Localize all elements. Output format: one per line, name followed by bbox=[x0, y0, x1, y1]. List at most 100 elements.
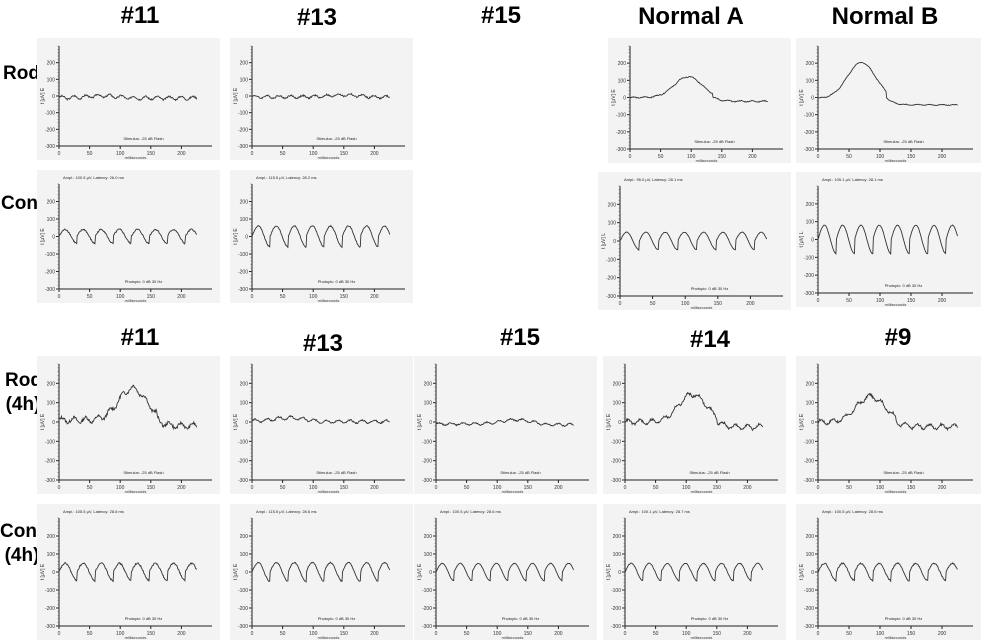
y-tick-label: -100 bbox=[611, 439, 621, 445]
x-axis-label: milliseconds bbox=[885, 489, 907, 494]
x-tick-label: 200 bbox=[743, 631, 752, 637]
column-title: #15 bbox=[480, 2, 522, 29]
x-tick-label: 200 bbox=[177, 485, 186, 491]
y-tick-label: -300 bbox=[606, 294, 616, 300]
panel-header: Ampl.: 105.5 μV, Latency: 28.6 ms bbox=[63, 509, 124, 514]
y-tick-label: 100 bbox=[240, 77, 249, 83]
y-tick-label: -100 bbox=[238, 588, 248, 594]
y-tick-label: -100 bbox=[611, 588, 621, 594]
y-tick-label: -300 bbox=[45, 287, 55, 293]
x-tick-label: 150 bbox=[714, 301, 723, 307]
y-axis-label: t [μV] E bbox=[417, 413, 423, 430]
y-tick-label: 100 bbox=[613, 552, 622, 558]
panel-footer: Photopic: 0 dB 30 Hz bbox=[318, 616, 356, 621]
x-tick-label: 200 bbox=[370, 485, 379, 491]
x-tick-label: 50 bbox=[846, 154, 852, 160]
x-tick-label: 100 bbox=[682, 631, 691, 637]
panel-header: Ampl.: 115.5 μV, Latency: 28.2 ms bbox=[256, 175, 317, 180]
x-tick-label: 200 bbox=[554, 485, 563, 491]
y-tick-label: -300 bbox=[804, 478, 814, 484]
x-tick-label: 100 bbox=[493, 485, 502, 491]
x-tick-label: 0 bbox=[435, 485, 438, 491]
y-tick-label: -200 bbox=[238, 270, 248, 276]
y-axis-label: t [μV] E bbox=[799, 563, 805, 580]
y-axis-label: t [μV] E bbox=[233, 413, 239, 430]
y-tick-label: -200 bbox=[804, 459, 814, 465]
y-tick-label: 100 bbox=[424, 552, 433, 558]
erg-trace bbox=[58, 228, 198, 245]
erg-trace bbox=[251, 415, 390, 425]
erg-trace bbox=[251, 92, 390, 101]
y-tick-label: -300 bbox=[45, 144, 55, 150]
y-tick-label: 0 bbox=[245, 235, 248, 241]
x-tick-label: 0 bbox=[624, 631, 627, 637]
panel-footer: Photopic: 0 dB 30 Hz bbox=[502, 616, 540, 621]
y-tick-label: 0 bbox=[429, 420, 432, 426]
y-tick-label: 100 bbox=[47, 217, 56, 223]
erg-trace bbox=[251, 224, 391, 249]
erg-trace bbox=[624, 391, 764, 432]
x-tick-label: 200 bbox=[554, 631, 563, 637]
y-tick-label: 200 bbox=[47, 61, 56, 67]
x-tick-label: 150 bbox=[907, 485, 916, 491]
x-tick-label: 50 bbox=[658, 154, 664, 160]
x-tick-label: 150 bbox=[907, 298, 916, 304]
column-title: Normal A bbox=[638, 3, 744, 30]
x-axis-label: milliseconds bbox=[502, 635, 524, 640]
y-tick-label: -300 bbox=[804, 624, 814, 630]
y-tick-label: -100 bbox=[804, 588, 814, 594]
x-tick-label: 50 bbox=[87, 151, 93, 157]
y-tick-label: 100 bbox=[806, 78, 815, 84]
y-tick-label: 0 bbox=[811, 420, 814, 426]
x-tick-label: 200 bbox=[743, 485, 752, 491]
x-tick-label: 0 bbox=[629, 154, 632, 160]
y-tick-label: 100 bbox=[608, 221, 617, 227]
y-tick-label: -200 bbox=[611, 459, 621, 465]
y-tick-label: 200 bbox=[424, 381, 433, 387]
y-tick-label: 100 bbox=[424, 401, 433, 407]
erg-trace bbox=[817, 562, 958, 583]
panel-footer: Stimulus: -25 dB Flash bbox=[883, 470, 923, 475]
x-tick-label: 0 bbox=[58, 151, 61, 157]
x-tick-label: 150 bbox=[340, 151, 349, 157]
y-tick-label: -300 bbox=[616, 147, 626, 153]
column-title: #13 bbox=[296, 4, 338, 31]
x-tick-label: 0 bbox=[624, 485, 627, 491]
y-tick-label: 200 bbox=[240, 200, 249, 206]
y-axis-label: t [μV] E bbox=[611, 89, 617, 106]
y-tick-label: 200 bbox=[806, 61, 815, 67]
y-tick-label: 0 bbox=[613, 239, 616, 245]
panel-footer: Photopic: 0 dB 30 Hz bbox=[885, 283, 923, 288]
y-tick-label: -200 bbox=[804, 606, 814, 612]
panel-footer: Stimulus: -25 dB Flash bbox=[500, 470, 540, 475]
x-tick-label: 150 bbox=[340, 294, 349, 300]
y-tick-label: 0 bbox=[811, 96, 814, 102]
y-tick-label: 200 bbox=[613, 534, 622, 540]
erg-trace bbox=[624, 562, 764, 582]
x-tick-label: 0 bbox=[58, 631, 61, 637]
x-tick-label: 50 bbox=[653, 485, 659, 491]
y-tick-label: 100 bbox=[240, 217, 249, 223]
y-tick-label: -300 bbox=[238, 624, 248, 630]
y-tick-label: 0 bbox=[811, 570, 814, 576]
column-title: #9 bbox=[884, 324, 912, 351]
panel-footer: Photopic: 0 dB 30 Hz bbox=[885, 616, 923, 621]
x-tick-label: 100 bbox=[876, 154, 885, 160]
x-tick-label: 100 bbox=[309, 631, 318, 637]
y-tick-label: -200 bbox=[606, 276, 616, 282]
y-axis-label: t [μV] E bbox=[417, 563, 423, 580]
